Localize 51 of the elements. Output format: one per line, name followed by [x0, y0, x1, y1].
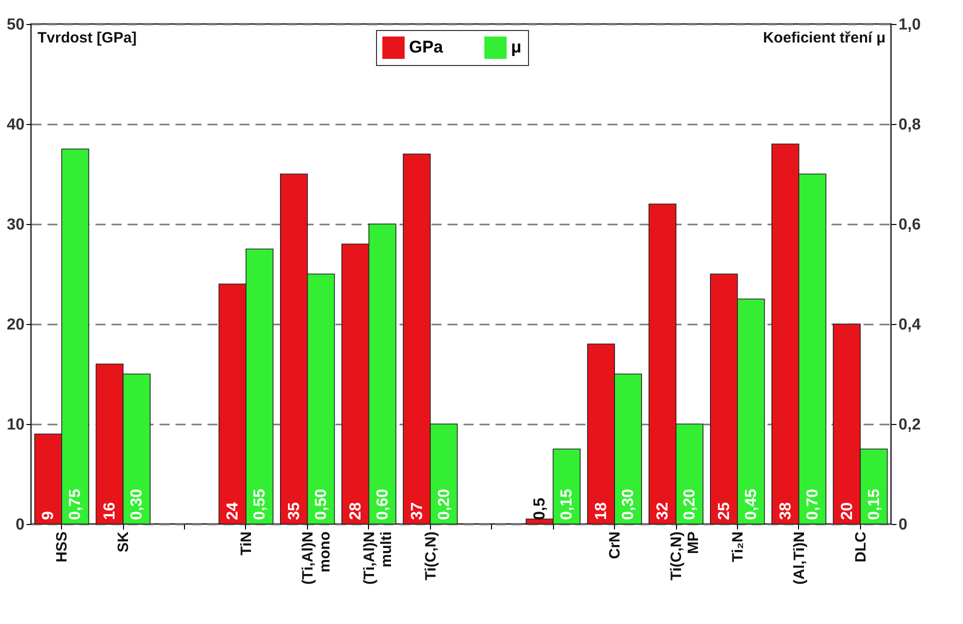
data-label: 0,30 [620, 488, 638, 520]
y2-tick-label: 0 [898, 516, 908, 534]
data-label: 24 [224, 502, 242, 520]
data-label: 35 [286, 502, 303, 520]
x-tick-label: Ti₂N [729, 532, 746, 562]
x-tick-label: (Ti,Al)N mono [299, 532, 334, 585]
y2-tick-label: 1,0 [898, 16, 921, 34]
data-label: 0,70 [804, 488, 822, 520]
x-tick-label: CrN [606, 532, 624, 560]
data-label: 32 [654, 502, 672, 520]
x-tick-label: HSS [54, 532, 71, 562]
data-label: 18 [593, 502, 610, 520]
x-tick-label: TiN [238, 532, 255, 556]
y-axis-title: Tvrdost [GPa] [38, 30, 137, 46]
y2-tick-label: 0,8 [898, 116, 921, 134]
data-label: 0,20 [682, 488, 699, 520]
legend-label: μ [511, 38, 522, 57]
y2-axis-title: Koeficient tření μ [762, 30, 886, 46]
x-tick-label: Ti(C,N) MP [668, 532, 702, 580]
x-tick-label: DLC [852, 531, 870, 562]
y-tick-label: 0 [16, 516, 25, 534]
data-label: 0,15 [866, 488, 883, 520]
y-tick-label: 40 [6, 116, 25, 134]
x-tick-label: Ti(C,N) [422, 532, 440, 580]
data-label: 0,60 [374, 488, 392, 520]
y-tick-label: 10 [6, 416, 25, 434]
y-tick-label: 50 [6, 16, 25, 34]
data-label: 0,50 [312, 488, 330, 520]
data-label: 25 [716, 502, 733, 520]
data-label: 0,30 [128, 488, 146, 520]
data-label: 16 [102, 502, 119, 520]
data-label: 0,75 [67, 488, 84, 520]
data-label: 9 [40, 511, 58, 520]
y2-tick-label: 0,6 [898, 216, 921, 234]
data-label: 20 [838, 502, 856, 520]
y-tick-label: 30 [6, 216, 25, 234]
data-label: 38 [777, 502, 794, 520]
data-label: 0,45 [742, 488, 760, 520]
x-tick-label: SK [115, 531, 132, 552]
data-label: 0,55 [252, 488, 269, 520]
data-label: 0,5 [532, 498, 549, 520]
data-label: 28 [347, 502, 364, 520]
y2-tick-label: 0,2 [898, 416, 921, 434]
y-tick-label: 20 [6, 316, 25, 334]
x-tick-label: (Al,Ti)N [790, 532, 808, 585]
y2-tick-label: 0,4 [898, 316, 921, 334]
data-label: 37 [408, 502, 426, 520]
x-tick-label: (Ti,Al)N multi [360, 532, 395, 585]
legend-label: GPa [409, 38, 444, 57]
data-label: 0,20 [436, 488, 453, 520]
data-label: 0,15 [558, 488, 576, 520]
